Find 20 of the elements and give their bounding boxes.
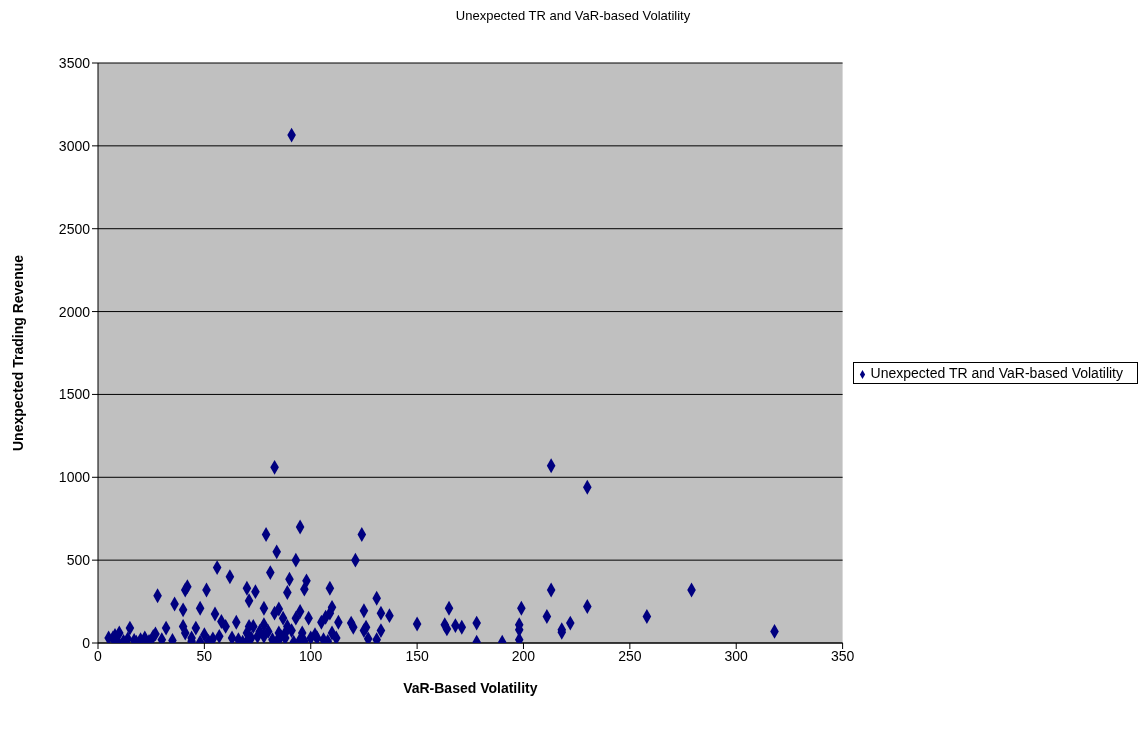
x-tick-label: 250 (618, 647, 642, 664)
x-tick-label: 200 (511, 647, 536, 664)
x-tick-label: 0 (94, 647, 103, 664)
y-tick-label: 3500 (58, 54, 91, 71)
x-tick-label: 300 (724, 647, 749, 664)
y-tick-label: 1500 (58, 386, 91, 403)
x-tick-label: 350 (830, 647, 855, 664)
y-tick-label: 0 (82, 634, 91, 651)
x-axis-title: VaR-Based Volatility (403, 680, 538, 696)
y-tick-label: 2000 (58, 303, 91, 320)
x-tick-label: 50 (196, 647, 213, 664)
chart-title: Unexpected TR and VaR-based Volatility (454, 8, 692, 23)
y-tick-label: 1000 (58, 469, 91, 486)
x-tick-label: 100 (299, 647, 323, 664)
x-tick-label: 150 (405, 647, 429, 664)
y-axis-title: Unexpected Trading Revenue (9, 254, 26, 452)
y-tick-label: 3000 (58, 137, 91, 154)
y-tick-label: 500 (66, 552, 91, 569)
legend-label: Unexpected TR and VaR-based Volatility (870, 365, 1123, 381)
y-tick-label: 2500 (58, 220, 91, 237)
